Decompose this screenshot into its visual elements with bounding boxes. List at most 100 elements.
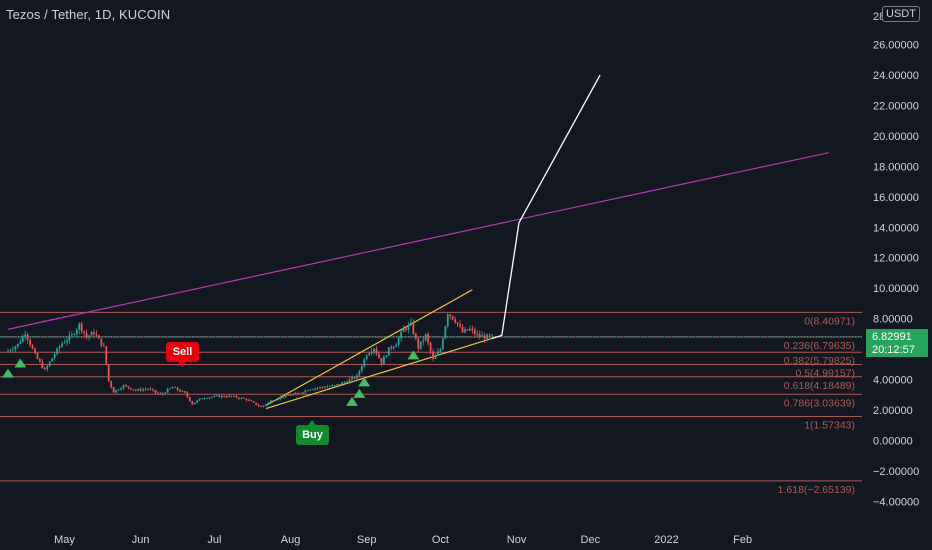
candle-body: [105, 346, 108, 365]
candle-body: [85, 333, 88, 338]
candle-body: [159, 393, 162, 395]
candle-body: [34, 348, 36, 354]
candle-body: [73, 334, 76, 335]
buy-arrow-icon: [308, 420, 316, 425]
trendline-channel-lower: [265, 337, 493, 410]
x-axis-label: Aug: [281, 534, 301, 546]
fib-level-label: 0(8.40971): [804, 315, 855, 327]
buy-marker-icon: [14, 358, 27, 368]
candle-body: [88, 335, 90, 338]
fib-level-label: 0.236(6.79635): [784, 340, 855, 352]
candle-body: [83, 331, 86, 334]
candle-body: [235, 395, 238, 398]
candle-body: [144, 389, 147, 390]
candle-body: [417, 338, 420, 349]
fibonacci-levels: 0(8.40971)0.236(6.79635)0.382(5.79825)0.…: [0, 311, 862, 496]
candle-body: [267, 402, 270, 405]
candle-body: [471, 328, 474, 330]
candle-body: [70, 334, 73, 336]
candle-body: [294, 392, 297, 395]
candle-body: [437, 351, 439, 356]
candle-body: [410, 322, 412, 325]
candle-body: [242, 397, 245, 399]
buy-marker-icon: [1, 368, 14, 378]
currency-selector[interactable]: USDT: [882, 6, 920, 22]
candle-body: [186, 392, 189, 398]
candle-body: [129, 387, 132, 390]
candle-body: [115, 389, 117, 393]
candle-body: [434, 355, 437, 359]
buy-marker-icon: [345, 396, 358, 406]
candle-body: [80, 323, 83, 332]
candle-body: [137, 389, 140, 391]
candle-body: [90, 331, 93, 336]
candle-body: [478, 334, 481, 337]
candle-body: [134, 389, 137, 391]
candle-body: [110, 381, 113, 388]
candle-body: [306, 390, 309, 392]
y-axis-label: 8.00000: [873, 314, 913, 326]
fib-level-label: 0.618(4.18489): [784, 380, 855, 392]
y-axis-label: 26.00000: [873, 40, 919, 52]
candle-body: [326, 386, 329, 388]
candle-body: [277, 398, 280, 400]
candle-body: [429, 342, 432, 352]
candle-body: [274, 399, 277, 401]
candle-body: [228, 395, 231, 398]
candle-body: [41, 361, 44, 369]
candle-body: [395, 344, 398, 347]
candle-body: [272, 400, 275, 402]
candle-body: [161, 393, 164, 395]
candle-body: [461, 326, 464, 333]
candle-body: [12, 349, 14, 351]
candle-body: [407, 324, 410, 330]
candle-body: [328, 386, 331, 388]
candle-body: [456, 322, 459, 325]
candle-body: [75, 329, 78, 335]
candle-body: [355, 375, 358, 379]
candle-body: [336, 384, 339, 386]
candle-body: [419, 341, 422, 349]
candle-body: [78, 323, 81, 330]
x-axis-label: Sep: [357, 534, 377, 546]
candle-body: [56, 348, 59, 355]
candle-body: [319, 387, 321, 388]
candle-body: [174, 387, 176, 388]
x-axis-label: Oct: [432, 534, 449, 546]
candle-body: [343, 382, 346, 383]
candle-body: [171, 387, 174, 389]
fib-level-label: 1.618(−2.65139): [778, 484, 855, 496]
candle-body: [262, 405, 265, 407]
y-axis-label: 0.00000: [873, 436, 913, 448]
candle-body: [183, 391, 186, 393]
candle-body: [220, 395, 223, 398]
candle-body: [351, 377, 353, 380]
candle-body: [240, 397, 243, 399]
candle-body: [292, 394, 294, 396]
buy-marker-icon: [353, 388, 366, 398]
y-axis-label: 22.00000: [873, 100, 919, 112]
candle-body: [213, 395, 216, 397]
candle-body: [392, 346, 395, 349]
candle-body: [432, 351, 434, 359]
x-axis-label: Feb: [733, 534, 752, 546]
candle-body: [400, 331, 403, 339]
candle-body: [139, 389, 142, 391]
trendlines: [7, 74, 829, 410]
candle-body: [370, 351, 373, 354]
candles: [7, 313, 493, 408]
sell-signal-label: Sell: [166, 342, 199, 362]
candle-body: [102, 345, 105, 347]
candle-body: [122, 385, 125, 389]
candle-body: [348, 379, 351, 383]
candle-body: [112, 387, 115, 393]
candle-body: [58, 346, 61, 349]
y-axis-label: −4.00000: [873, 496, 919, 508]
candle-body: [245, 398, 248, 401]
candle-body: [454, 319, 457, 323]
candle-body: [353, 377, 356, 379]
candle-body: [208, 397, 211, 399]
candle-body: [380, 358, 383, 365]
candle-body: [301, 392, 304, 394]
